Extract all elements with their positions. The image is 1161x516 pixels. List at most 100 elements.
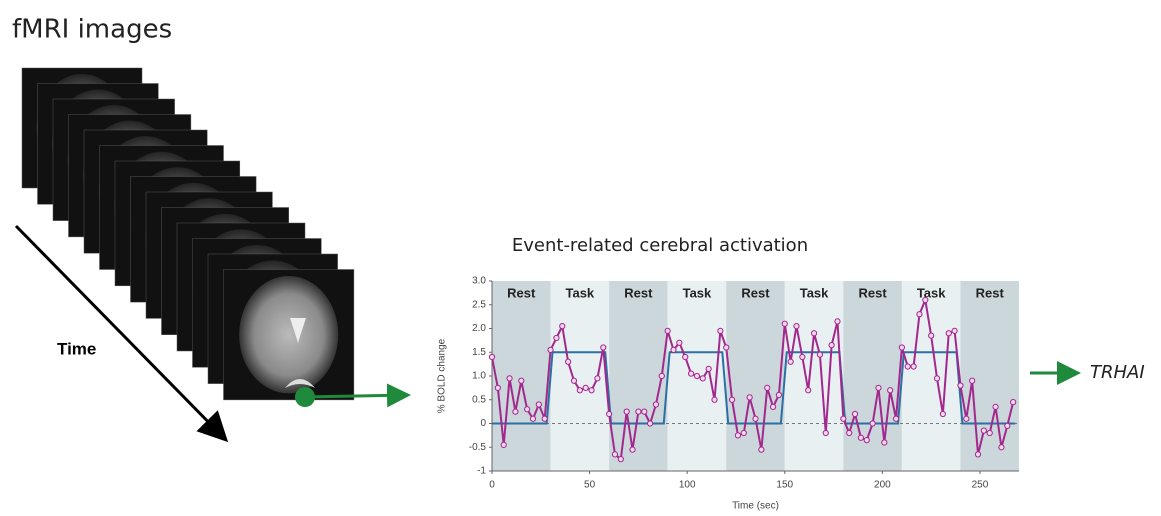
block	[785, 281, 844, 471]
x-tick-label: 250	[972, 480, 989, 491]
data-point	[653, 402, 658, 407]
data-point	[923, 297, 928, 302]
data-point	[542, 416, 547, 421]
data-point	[765, 385, 770, 390]
data-point	[724, 345, 729, 350]
data-point	[677, 340, 682, 345]
data-point	[513, 409, 518, 414]
block-label: Rest	[624, 285, 653, 300]
data-point	[753, 416, 758, 421]
data-point	[507, 376, 512, 381]
data-point	[636, 409, 641, 414]
data-point	[929, 333, 934, 338]
data-point	[940, 411, 945, 416]
data-point	[776, 392, 781, 397]
data-point	[829, 343, 834, 348]
data-point	[811, 331, 816, 336]
time-label: Time	[57, 339, 96, 358]
data-point	[835, 319, 840, 324]
data-point	[893, 416, 898, 421]
data-point	[688, 371, 693, 376]
block-label: Task	[565, 285, 594, 300]
data-point	[659, 373, 664, 378]
data-point	[905, 364, 910, 369]
data-point	[999, 445, 1004, 450]
data-point	[694, 373, 699, 378]
y-tick-label: 0.5	[472, 394, 486, 405]
y-tick-label: 2.5	[472, 299, 486, 310]
y-tick-label: -0.5	[469, 442, 487, 453]
brain	[239, 276, 338, 393]
data-point	[548, 347, 553, 352]
data-point	[495, 385, 500, 390]
figure: fMRI images Time Event-related cerebral …	[0, 0, 1161, 516]
data-point	[501, 442, 506, 447]
data-point	[952, 328, 957, 333]
data-point	[847, 430, 852, 435]
data-point	[876, 385, 881, 390]
x-tick-label: 100	[679, 480, 696, 491]
data-point	[648, 421, 653, 426]
data-point	[729, 397, 734, 402]
data-point	[735, 433, 740, 438]
y-tick-label: 1.5	[472, 347, 486, 358]
block-label: Task	[683, 285, 712, 300]
x-tick-label: 150	[776, 480, 793, 491]
data-point	[665, 328, 670, 333]
y-tick-label: 1.0	[472, 371, 486, 382]
y-tick-label: 3.0	[472, 276, 486, 287]
data-point	[770, 404, 775, 409]
block-label: Rest	[507, 285, 536, 300]
data-point	[911, 364, 916, 369]
data-point	[554, 335, 559, 340]
data-point	[1011, 400, 1016, 405]
data-point	[712, 397, 717, 402]
data-point	[560, 324, 565, 329]
data-point	[864, 438, 869, 443]
data-point	[806, 388, 811, 393]
block-label: Task	[800, 285, 829, 300]
x-tick-label: 0	[489, 480, 495, 491]
data-point	[852, 411, 857, 416]
y-tick-label: -1	[477, 466, 486, 477]
data-point	[946, 331, 951, 336]
data-point	[788, 359, 793, 364]
data-point	[536, 402, 541, 407]
data-point	[595, 376, 600, 381]
data-point	[589, 388, 594, 393]
data-point	[700, 376, 705, 381]
output-label: TRHAI	[1090, 362, 1145, 383]
x-tick-label: 50	[584, 480, 596, 491]
data-point	[981, 428, 986, 433]
data-point	[841, 416, 846, 421]
data-point	[607, 411, 612, 416]
data-point	[741, 430, 746, 435]
x-axis-label: Time (sec)	[732, 501, 779, 512]
data-point	[601, 345, 606, 350]
data-point	[1005, 423, 1010, 428]
block	[492, 281, 551, 471]
chart-title: Event-related cerebral activation	[512, 235, 808, 256]
data-point	[747, 395, 752, 400]
data-point	[800, 354, 805, 359]
data-point	[583, 385, 588, 390]
data-point	[525, 407, 530, 412]
block	[960, 281, 1019, 471]
block	[726, 281, 785, 471]
data-point	[917, 312, 922, 317]
block	[551, 281, 610, 471]
voxel-arrow	[305, 395, 408, 397]
data-point	[882, 440, 887, 445]
data-point	[993, 404, 998, 409]
x-tick-label: 200	[874, 480, 891, 491]
data-point	[858, 435, 863, 440]
data-point	[571, 378, 576, 383]
data-point	[642, 409, 647, 414]
data-point	[577, 388, 582, 393]
data-point	[817, 352, 822, 357]
y-axis-label: % BOLD change	[437, 338, 448, 413]
block-label: Rest	[741, 285, 770, 300]
data-point	[782, 321, 787, 326]
data-point	[870, 421, 875, 426]
